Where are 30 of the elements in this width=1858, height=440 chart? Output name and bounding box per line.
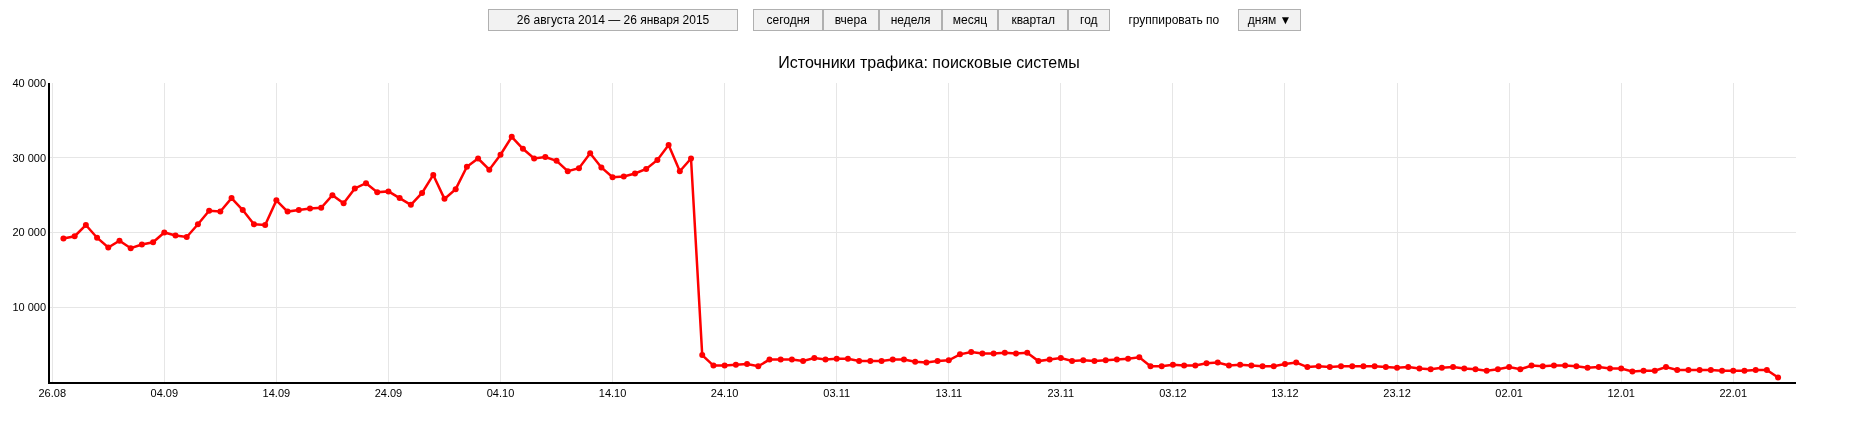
y-tick-label: 20 000 <box>12 226 47 239</box>
text: месяц <box>952 13 988 27</box>
x-tick-label: 02.01 <box>1495 386 1523 399</box>
text: группировать по <box>1128 13 1220 27</box>
text: вчера <box>834 13 868 27</box>
x-tick-label: 03.12 <box>1159 386 1187 399</box>
x-tick-label: 13.11 <box>935 386 963 399</box>
x-tick-label: 26.08 <box>38 386 67 399</box>
text: неделя <box>890 13 931 27</box>
x-tick-label: 24.09 <box>374 386 403 399</box>
y-tick-label: 30 000 <box>12 151 47 164</box>
text: сегодня <box>766 13 810 27</box>
text: год <box>1080 13 1098 27</box>
x-tick-label: 04.10 <box>486 386 515 399</box>
x-tick-label: 23.11 <box>1047 386 1075 399</box>
x-tick-label: 22.01 <box>1719 386 1748 399</box>
x-tick-label: 13.12 <box>1271 386 1299 399</box>
x-tick-label: 12.01 <box>1607 386 1635 399</box>
y-tick-label: 10 000 <box>12 301 47 314</box>
text: 26 августа 2014 — 26 января 2015 <box>516 13 710 27</box>
x-tick-label: 14.09 <box>262 386 291 399</box>
x-tick-label: 04.09 <box>150 386 179 399</box>
x-tick-label: 23.12 <box>1383 386 1411 399</box>
x-tick-label: 24.10 <box>710 386 739 399</box>
chart-title: Источники трафика: поисковые системы <box>778 53 1080 71</box>
text: дням ▼ <box>1247 13 1292 27</box>
y-tick-label: 40 000 <box>12 76 47 89</box>
x-tick-label: 14.10 <box>598 386 627 399</box>
x-tick-label: 03.11 <box>823 386 851 399</box>
text: квартал <box>1011 13 1056 27</box>
